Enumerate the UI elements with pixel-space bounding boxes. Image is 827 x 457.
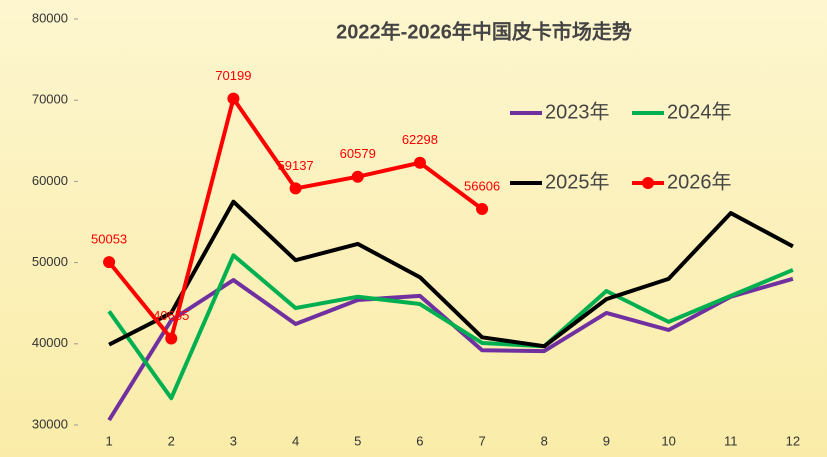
x-tick-label: 11 <box>724 433 738 448</box>
series-line <box>108 199 794 349</box>
x-tick-label: 9 <box>603 433 610 448</box>
y-tick-label: 80000 <box>32 10 68 25</box>
x-tick-label: 2 <box>168 433 175 448</box>
point-marker <box>227 92 240 105</box>
legend-label: 2024年 <box>667 100 732 123</box>
data-label: 50053 <box>91 232 127 247</box>
x-tick-label: 5 <box>354 433 361 448</box>
data-label: 70199 <box>215 68 251 83</box>
point-marker <box>165 332 178 345</box>
x-tick-label: 6 <box>416 433 423 448</box>
legend-label: 2025年 <box>545 170 610 193</box>
y-tick-label: 30000 <box>32 416 68 431</box>
x-tick-label: 1 <box>105 433 112 448</box>
point-marker <box>413 156 426 169</box>
y-tick-label: 50000 <box>32 254 68 269</box>
y-tick-label: 70000 <box>32 92 68 107</box>
point-marker <box>289 182 302 195</box>
data-label: 56606 <box>464 178 500 193</box>
point-marker <box>476 202 489 215</box>
point-marker <box>103 256 116 269</box>
data-label: 62298 <box>402 132 438 147</box>
legend-label: 2023年 <box>545 100 610 123</box>
x-tick-label: 7 <box>478 433 485 448</box>
data-label: 40655 <box>153 308 189 323</box>
point-marker <box>351 170 364 183</box>
legend-marker <box>642 177 654 189</box>
x-tick-label: 4 <box>292 433 299 448</box>
x-tick-label: 12 <box>786 433 800 448</box>
chart-title: 2022年-2026年中国皮卡市场走势 <box>336 19 632 43</box>
legend-label: 2026年 <box>667 170 732 193</box>
data-label: 60579 <box>340 146 376 161</box>
x-tick-label: 10 <box>661 433 675 448</box>
x-tick-label: 8 <box>541 433 548 448</box>
x-tick-label: 3 <box>230 433 237 448</box>
data-label: 59137 <box>278 158 314 173</box>
y-tick-label: 40000 <box>32 335 68 350</box>
y-tick-label: 60000 <box>32 173 68 188</box>
series-line <box>107 253 794 401</box>
